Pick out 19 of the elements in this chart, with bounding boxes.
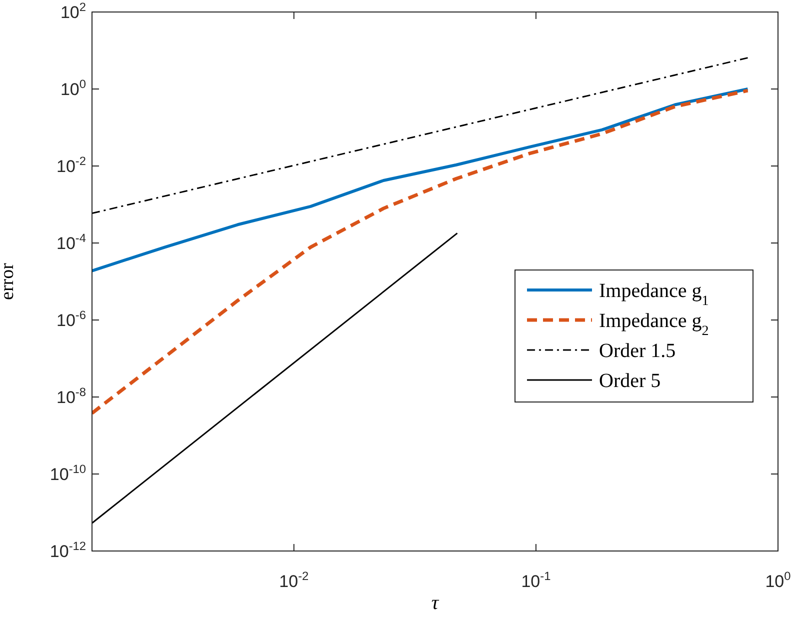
y-tick-label: 10$^{-12}$ [50, 539, 86, 561]
y-tick-label: 10$^{-4}$ [56, 231, 86, 253]
y-axis-title: error [0, 262, 18, 300]
x-axis-title: τ [431, 592, 440, 614]
x-tick-label: 10$^{-2}$ [279, 569, 310, 591]
x-tick-label: 10$^{-1}$ [521, 569, 552, 591]
y-tick-label: 10$^{2}$ [60, 0, 86, 22]
line-series [92, 88, 750, 415]
y-tick-label: 10$^{-6}$ [56, 308, 86, 330]
legend-label: Impedance g$_{2}$ [599, 310, 709, 338]
line-series [92, 88, 750, 272]
x-tick-label: 10$^{0}$ [765, 569, 792, 591]
y-tick-label: 10$^{0}$ [60, 77, 86, 99]
legend-label: Impedance g$_{1}$ [599, 280, 709, 308]
y-tick-label: 10$^{-8}$ [56, 385, 86, 407]
legend-label: Order 5 [599, 370, 661, 392]
y-tick-label: 10$^{-10}$ [50, 462, 86, 484]
legend-label: Order 1.5 [599, 340, 676, 362]
y-tick-label: 10$^{-2}$ [56, 154, 86, 176]
